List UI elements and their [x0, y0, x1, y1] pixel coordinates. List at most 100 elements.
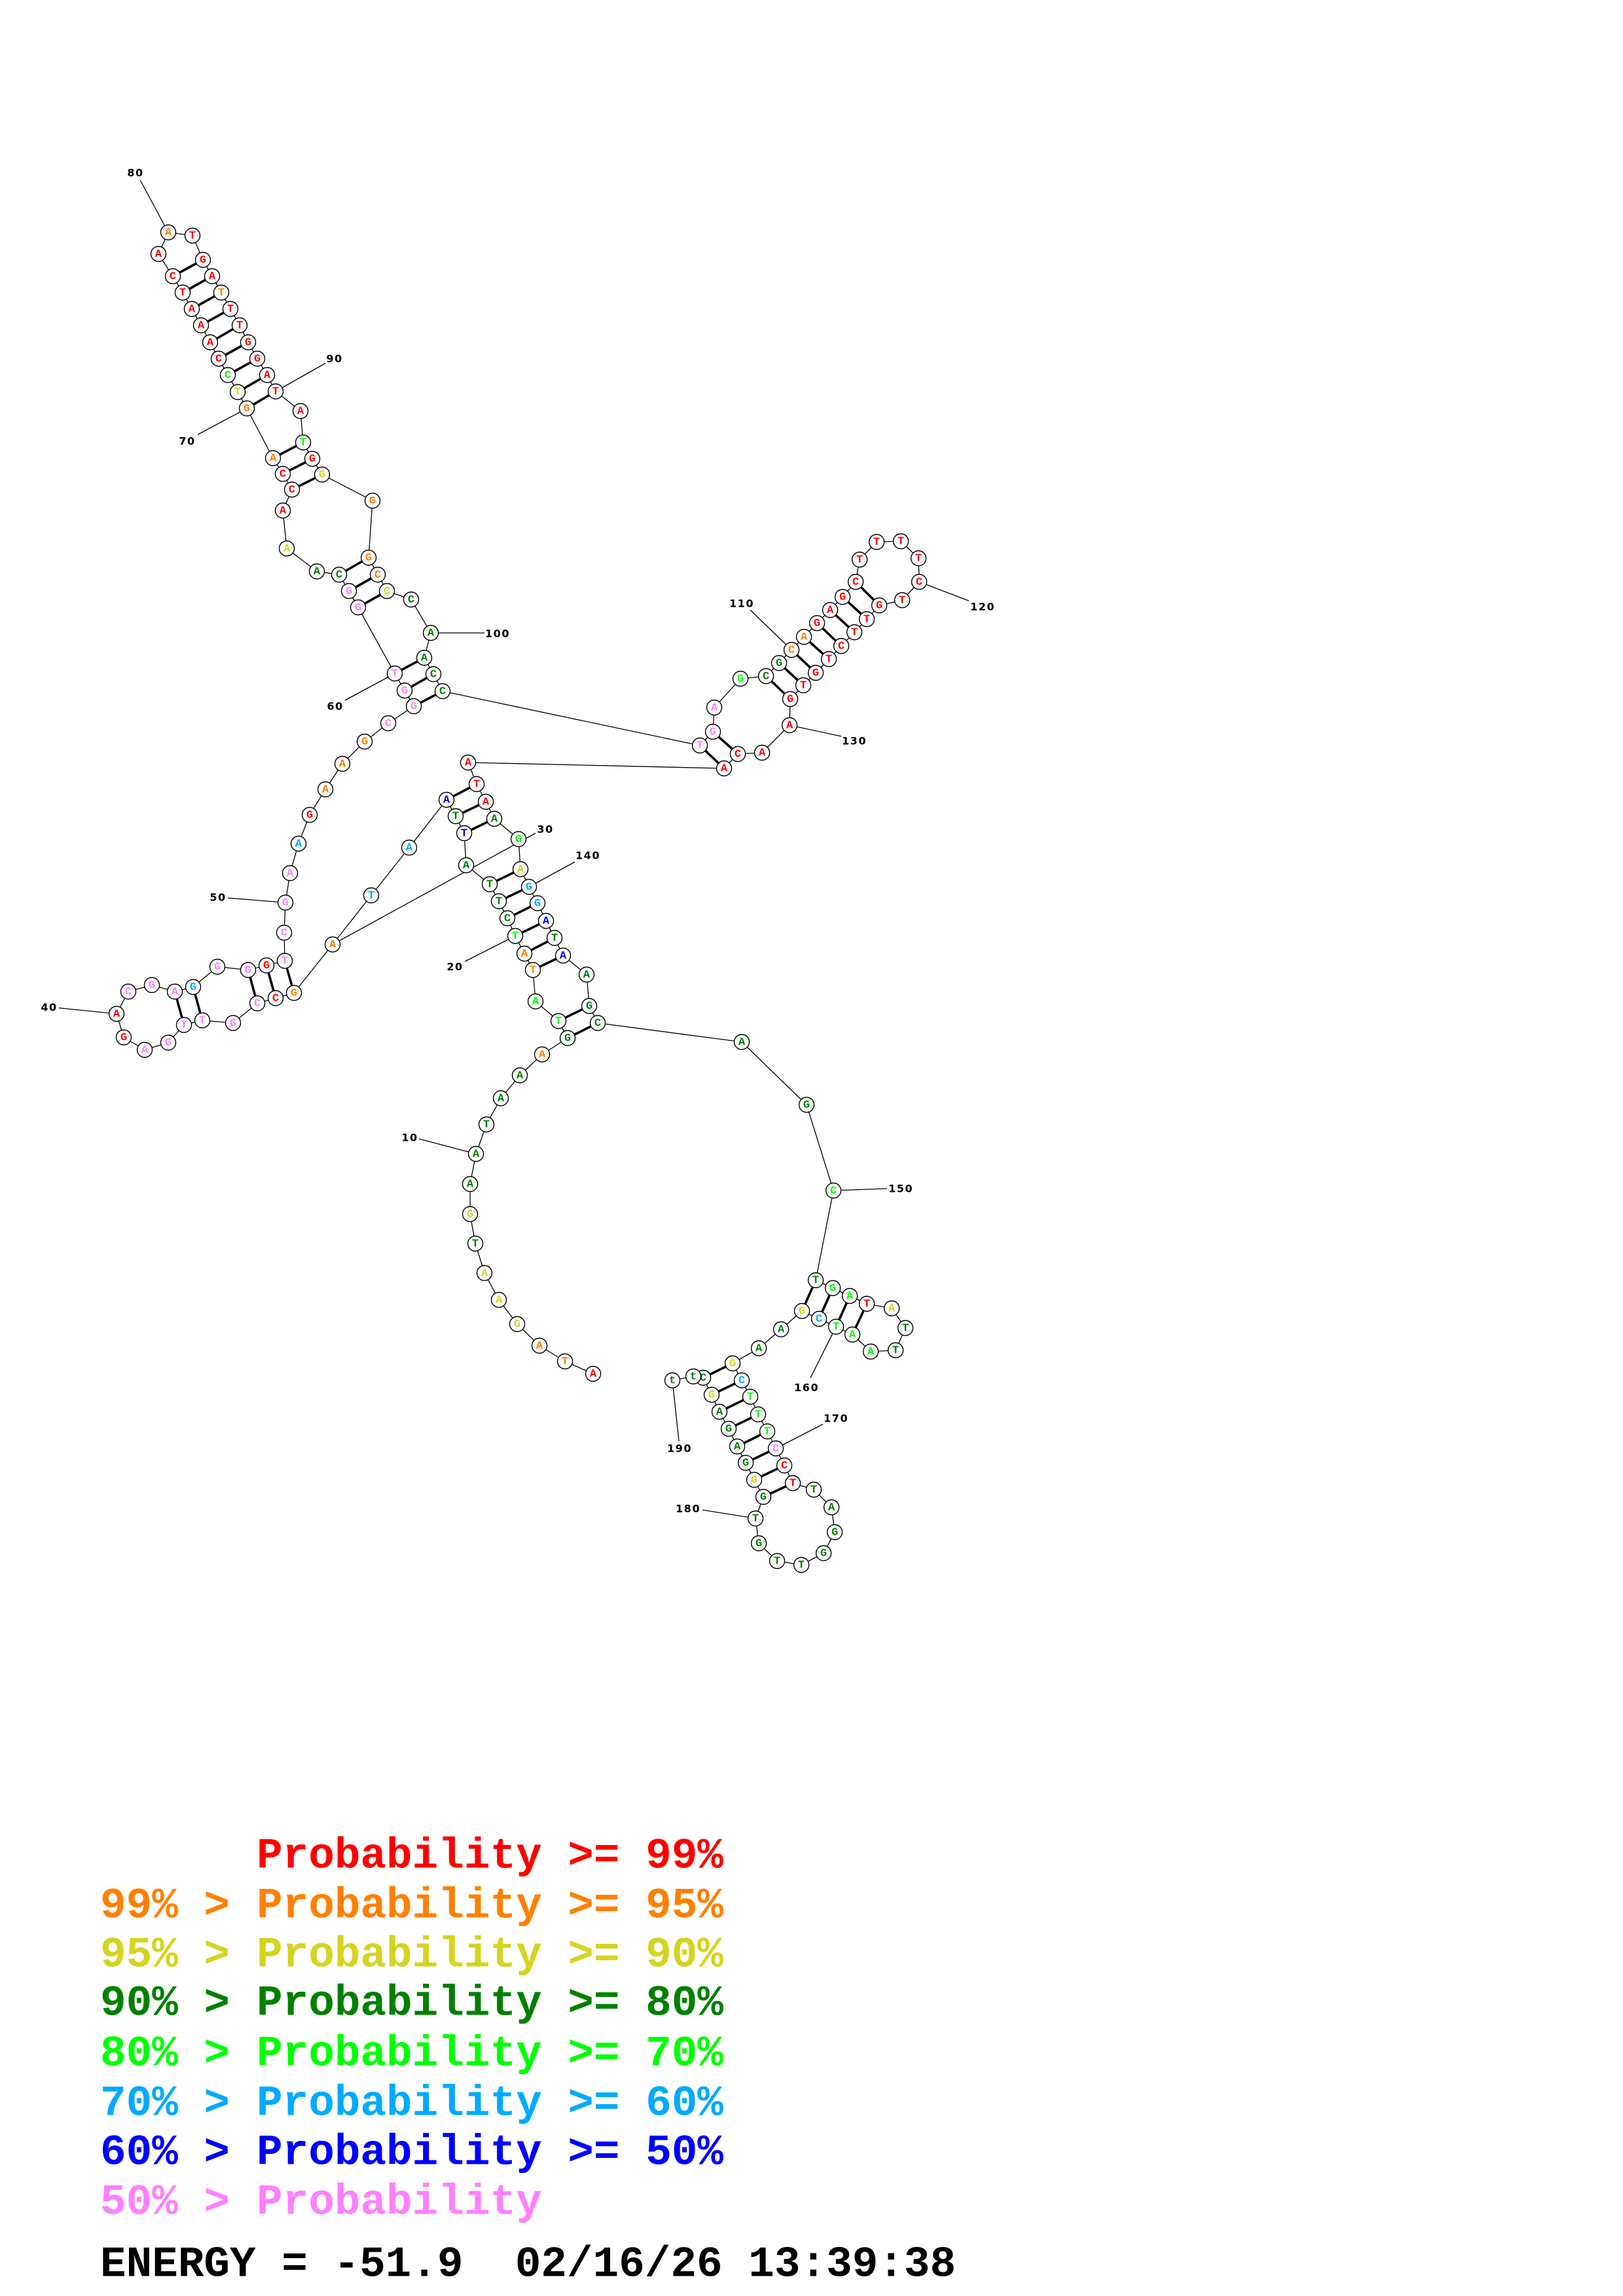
- backbone-segment: [293, 944, 333, 994]
- legend-row: 50% > Probability: [100, 2178, 542, 2227]
- nucleotide: T: [295, 434, 312, 451]
- nucleotide-letter: G: [149, 980, 155, 992]
- nucleotide: A: [259, 367, 276, 384]
- nucleotide: A: [534, 1046, 551, 1063]
- nucleotide-letter: G: [803, 1100, 810, 1112]
- nucleotide: A: [334, 755, 351, 772]
- label-tick: [750, 609, 792, 651]
- nucleotide-circle: [467, 1145, 484, 1162]
- position-label: 60: [327, 700, 343, 713]
- position-label: 80: [127, 167, 143, 179]
- nucleotide-circle: [783, 641, 800, 658]
- nucleotide: T: [887, 1342, 904, 1359]
- nucleotide-letter: A: [721, 763, 728, 776]
- nucleotide-circle: [811, 1310, 828, 1327]
- nucleotide: A: [538, 912, 555, 929]
- nucleotide-circle: [267, 990, 284, 1007]
- nucleotide: T: [858, 1295, 875, 1312]
- nucleotide-circle: [115, 1029, 132, 1046]
- nucleotide-letter: A: [734, 1441, 741, 1454]
- nucleotide-circle: [781, 717, 798, 734]
- nucleotide-letter: G: [361, 736, 368, 749]
- nucleotide-circle: [773, 1321, 790, 1338]
- nucleotide: A: [773, 1321, 790, 1338]
- nucleotide-circle: [425, 666, 442, 683]
- nucleotide-letter: G: [200, 255, 206, 267]
- legend-range: Probability >= 50%: [257, 2128, 723, 2178]
- nucleotide: G: [529, 895, 546, 912]
- nucleotide-letter: C: [781, 1460, 788, 1473]
- nucleotide: C: [729, 745, 746, 762]
- nucleotide: C: [219, 367, 236, 384]
- nucleotide-letter: G: [254, 353, 261, 366]
- nucleotide: A: [883, 1300, 900, 1317]
- nucleotide-letter: G: [244, 403, 250, 416]
- label-tick: [139, 179, 169, 233]
- nucleotide: T: [546, 929, 563, 946]
- nucleotide: A: [438, 791, 455, 808]
- nucleotide: T: [793, 1556, 810, 1573]
- nucleotide: C: [331, 566, 348, 583]
- nucleotide: C: [276, 924, 293, 941]
- nucleotide-letter: A: [847, 1291, 854, 1303]
- nucleotide-circle: [120, 983, 137, 1000]
- nucleotide-letter: G: [586, 1001, 593, 1013]
- nucleotide: A: [108, 1005, 125, 1022]
- nucleotide-circle: [438, 791, 455, 808]
- nucleotide-letter: A: [283, 543, 291, 556]
- nucleotide: A: [290, 835, 307, 852]
- nucleotide: T: [467, 1235, 484, 1252]
- nucleotide: G: [396, 682, 413, 699]
- nucleotide-circle: [274, 502, 291, 519]
- nucleotide-letter: G: [820, 1548, 827, 1560]
- nucleotide-circle: [276, 924, 293, 941]
- nucleotide-letter: G: [729, 1358, 736, 1371]
- nucleotide: G: [815, 1545, 832, 1562]
- nucleotide: G: [798, 1096, 815, 1113]
- nucleotide: G: [364, 492, 381, 509]
- nucleotide-circle: [559, 1030, 576, 1047]
- nucleotide-letter: A: [406, 842, 413, 855]
- nucleotide-letter: T: [873, 537, 880, 549]
- nucleotide: C: [210, 350, 227, 367]
- nucleotide: G: [793, 1302, 811, 1319]
- nucleotide-circle: [285, 984, 302, 1001]
- nucleotide-letter: T: [752, 1513, 759, 1526]
- nucleotide-letter: G: [282, 897, 289, 910]
- nucleotide-letter: A: [297, 406, 304, 418]
- nucleotide-letter: G: [401, 685, 408, 698]
- nucleotide: A: [278, 540, 295, 557]
- nucleotide: A: [160, 224, 177, 241]
- nucleotide-letter: A: [141, 1045, 149, 1057]
- nucleotide-circle: [807, 664, 824, 681]
- nucleotide-circle: [184, 227, 201, 244]
- nucleotide: T: [807, 1272, 824, 1289]
- nucleotide-letter: C: [215, 353, 222, 366]
- nucleotide-letter: G: [812, 668, 819, 680]
- nucleotide-letter: G: [814, 618, 820, 630]
- nucleotide: A: [467, 1145, 484, 1162]
- nucleotide-letter: G: [346, 586, 352, 598]
- nucleotide-letter: C: [830, 1185, 837, 1198]
- nucleotide-letter: T: [697, 740, 703, 753]
- nucleotide: T: [892, 533, 909, 550]
- nucleotide: G: [225, 1014, 242, 1031]
- nucleotide-circle: [259, 367, 276, 384]
- nucleotide-letter: A: [189, 304, 196, 316]
- nucleotide-circle: [729, 1438, 746, 1455]
- nucleotide-letter: T: [234, 387, 241, 399]
- nucleotide-circle: [278, 540, 295, 557]
- nucleotide-circle: [202, 334, 219, 351]
- nucleotide: A: [460, 754, 477, 771]
- nucleotide-circle: [822, 601, 839, 619]
- nucleotide-letter: T: [764, 1426, 771, 1439]
- nucleotide-circle: [798, 1096, 815, 1113]
- nucleotide: G: [285, 984, 302, 1001]
- nucleotide-circle: [685, 1368, 702, 1385]
- nucleotide-letter: G: [830, 1283, 836, 1295]
- nucleotide-letter: C: [125, 986, 132, 999]
- nucleotide-circle: [416, 649, 433, 666]
- legend-prefix: 60% >: [100, 2128, 230, 2178]
- nucleotide-circle: [527, 993, 544, 1010]
- nucleotide-letter: A: [428, 628, 435, 640]
